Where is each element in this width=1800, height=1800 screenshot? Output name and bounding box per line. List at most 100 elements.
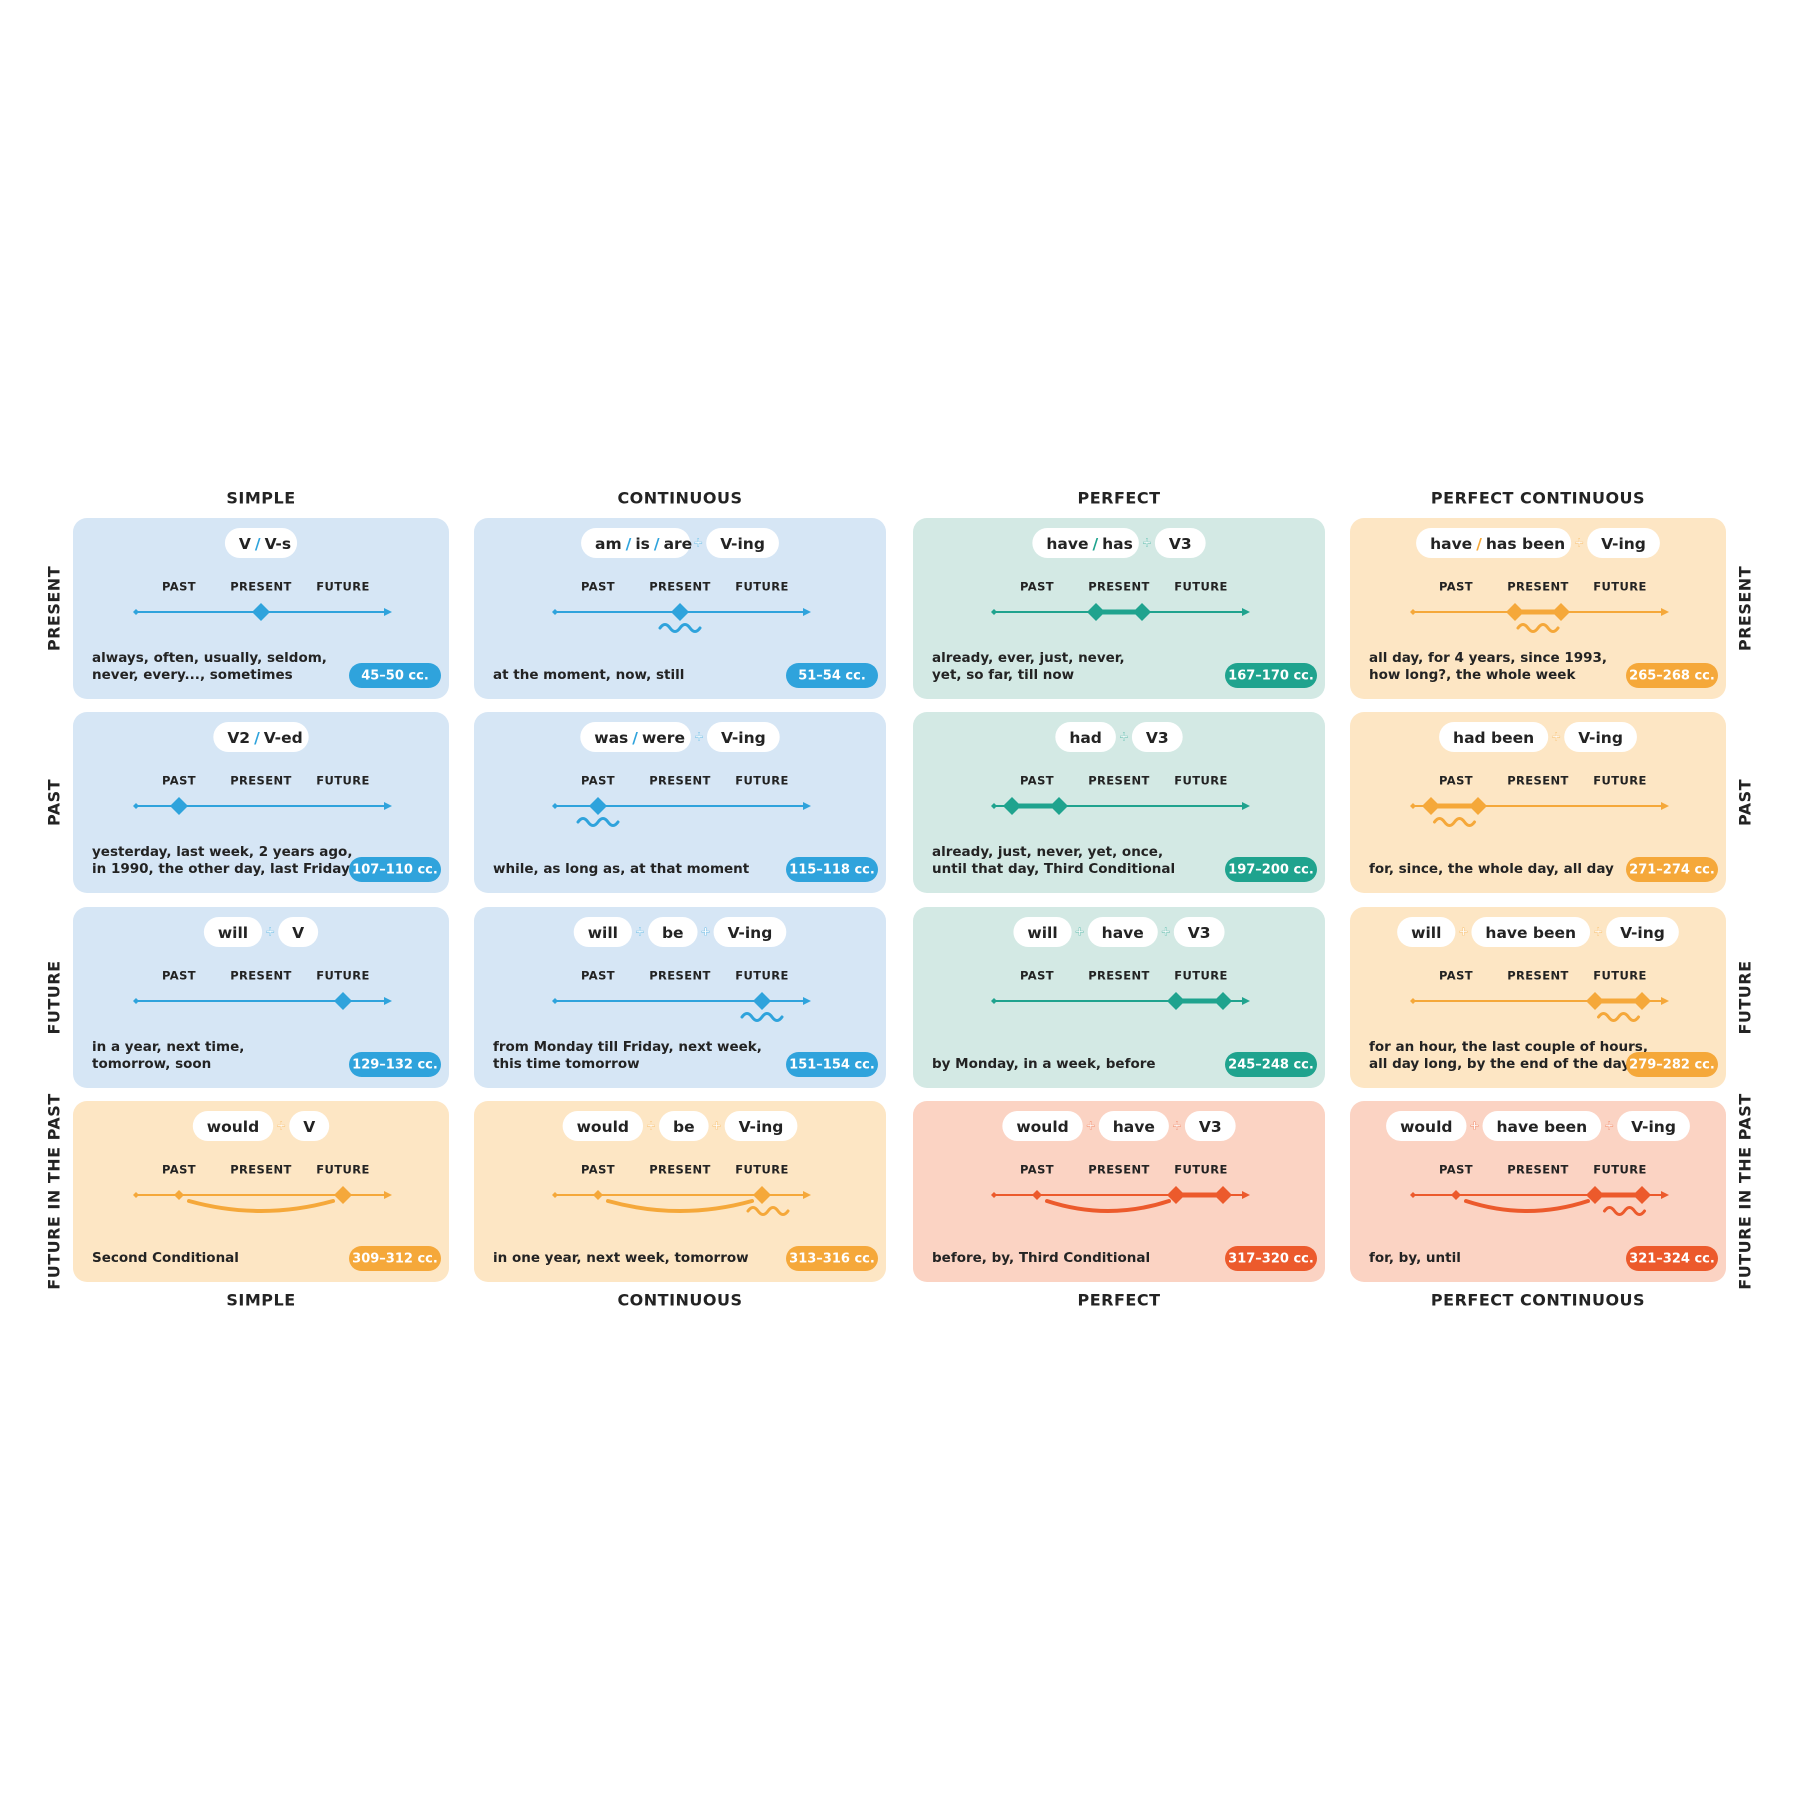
pill-text: had been <box>1453 729 1534 747</box>
pill-word: V <box>292 924 304 942</box>
pill-text: have been <box>1485 924 1576 942</box>
marker <box>552 1192 558 1198</box>
pill-joiner: + <box>701 925 711 939</box>
pill-text: have / has been <box>1430 535 1565 553</box>
sequence-arc <box>606 1199 754 1213</box>
pill-word: would <box>1400 1118 1452 1136</box>
pill-word: are <box>664 535 693 553</box>
pill-word: have <box>1102 924 1144 942</box>
usage-text: from Monday till Friday, next week, <box>493 1039 762 1055</box>
marker <box>991 1192 997 1198</box>
pill-word: V-ing <box>1578 729 1623 747</box>
timeline-label: PRESENT <box>1507 969 1569 983</box>
timeline-label: PRESENT <box>230 580 292 594</box>
pill-text: V3 <box>1188 924 1211 942</box>
pill-joiner: + <box>646 1119 656 1133</box>
timeline-label: FUTURE <box>735 969 789 983</box>
pill-word: have <box>1046 535 1088 553</box>
pill-text: will <box>218 924 248 942</box>
pill-background <box>1587 528 1660 558</box>
pill-background <box>1098 1111 1169 1141</box>
timeline-label: FUTURE <box>316 580 370 594</box>
pill-text: would <box>1016 1118 1068 1136</box>
pill-background <box>1032 528 1139 558</box>
marker <box>1469 797 1487 815</box>
timeline-label: PRESENT <box>230 774 292 788</box>
pill-background <box>1154 528 1206 558</box>
pill-background <box>580 722 691 752</box>
pill-text: V3 <box>1146 729 1169 747</box>
pill-background <box>724 1111 798 1141</box>
wave <box>1516 623 1560 633</box>
timeline-label: PRESENT <box>649 580 711 594</box>
row-label: PRESENT <box>1736 566 1755 651</box>
pill-text: V-ing <box>739 1118 784 1136</box>
pill-word: V <box>239 535 251 553</box>
pill-text: would <box>577 1118 629 1136</box>
card-background <box>913 907 1325 1088</box>
card-background <box>913 1101 1325 1282</box>
pill-text: V <box>303 1118 315 1136</box>
marker <box>133 803 139 809</box>
pill-background <box>278 917 319 947</box>
timeline-label: PAST <box>162 580 196 594</box>
pill-background <box>1013 917 1072 947</box>
pill-text: was / were <box>594 729 685 747</box>
usage-text: all day, for 4 years, since 1993, <box>1369 650 1607 666</box>
pill-joiner: + <box>1574 536 1584 550</box>
pill-joiner: + <box>693 536 703 550</box>
marker <box>753 992 771 1010</box>
formula-pill: have <box>1098 1111 1169 1141</box>
pill-background <box>706 722 780 752</box>
pill-word: V-s <box>265 535 292 553</box>
timeline-label: PRESENT <box>1507 580 1569 594</box>
timeline-arrow <box>803 802 811 810</box>
timeline-arrow <box>384 997 392 1005</box>
pill-text: would <box>207 1118 259 1136</box>
timeline-label: PAST <box>581 969 615 983</box>
pill-text: will <box>588 924 618 942</box>
timeline-label: PRESENT <box>230 969 292 983</box>
pages-badge <box>786 857 878 882</box>
pill-background <box>1173 917 1225 947</box>
pill-word: V-ing <box>1601 535 1646 553</box>
formula-pill: will <box>573 917 632 947</box>
formula-pill: am / is / are <box>581 528 692 558</box>
timeline-label: PRESENT <box>649 969 711 983</box>
formula-pill: V-ing <box>706 528 779 558</box>
pill-joiner: + <box>265 925 275 939</box>
tense-card: would have been V-ing + + PAST PRESENT FUTURE fo… <box>1350 1101 1726 1282</box>
timeline-label: FUTURE <box>316 1163 370 1177</box>
pill-word: would <box>207 1118 259 1136</box>
pages-badge <box>1626 1052 1718 1077</box>
marker <box>1410 609 1416 615</box>
usage-text: in a year, next time, <box>92 1039 244 1055</box>
timeline-arrow <box>384 608 392 616</box>
pill-background <box>213 722 309 752</box>
timeline-arrow <box>1242 802 1250 810</box>
formula-pill: V3 <box>1154 528 1206 558</box>
pill-separator: / <box>1476 535 1482 553</box>
pill-word: will <box>588 924 618 942</box>
pill-joiner: + <box>635 925 645 939</box>
formula-pill: have <box>1087 917 1158 947</box>
timeline-label: PAST <box>1439 580 1473 594</box>
marker <box>991 609 997 615</box>
formula-pill: had <box>1055 722 1116 752</box>
pages-text: 115–118 cc. <box>789 863 875 878</box>
wave <box>740 1012 784 1022</box>
marker <box>133 998 139 1004</box>
row-label: PAST <box>1736 779 1755 826</box>
tense-card: would have V3 + + PAST PRESENT FUTURE before, by… <box>913 1101 1325 1282</box>
card-background <box>913 518 1325 699</box>
pill-background <box>659 1111 709 1141</box>
pill-word: V3 <box>1169 535 1192 553</box>
row-label: PAST <box>45 779 64 826</box>
formula-pill: V3 <box>1184 1111 1236 1141</box>
tense-card: would V + PAST PRESENT FUTURE Second Condition… <box>73 1101 449 1282</box>
tense-card: would be V-ing + + PAST PRESENT FUTURE in one ye… <box>474 1101 886 1282</box>
pages-badge <box>349 663 441 688</box>
pill-text: V-ing <box>1601 535 1646 553</box>
tense-card: had V3 + PAST PRESENT FUTURE already, just, ne… <box>913 712 1325 893</box>
pill-background <box>1055 722 1116 752</box>
